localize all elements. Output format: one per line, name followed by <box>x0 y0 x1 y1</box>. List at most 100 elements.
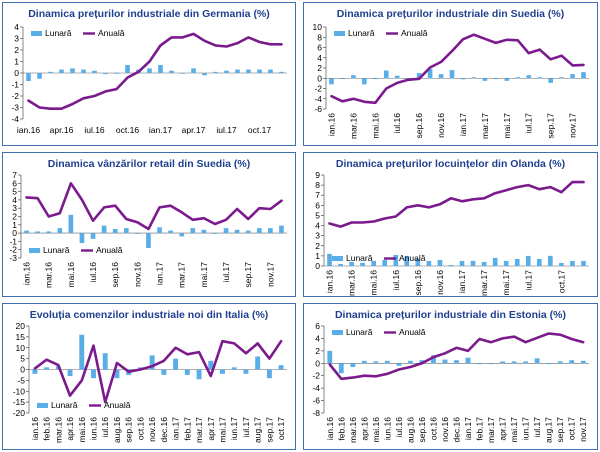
bar-monthly <box>90 233 96 239</box>
x-tick-label: apr.17 <box>206 417 216 441</box>
x-tick-label: nov.16 <box>132 262 142 287</box>
bar-monthly <box>79 233 85 244</box>
x-tick-label: mar.17 <box>486 417 496 443</box>
bar-monthly <box>114 369 120 379</box>
bar-monthly <box>179 233 185 237</box>
x-tick-label: iul.17 <box>523 270 533 291</box>
x-tick-label: iun.16 <box>89 417 99 440</box>
x-tick-label: iun.17 <box>521 417 531 440</box>
bar-monthly <box>224 70 229 73</box>
bar-monthly <box>557 361 563 364</box>
x-tick-label: iun.17 <box>229 417 239 440</box>
legend-swatch-monthly <box>37 403 48 408</box>
bar-monthly <box>350 363 356 368</box>
bar-monthly <box>523 361 529 364</box>
x-tick-label: feb.16 <box>42 417 52 441</box>
x-tick-label: mar.17 <box>479 270 489 296</box>
line-annual <box>33 339 283 404</box>
chart-svg-olanda-locuinte: Dinamica prețurilor locuințelor din Olan… <box>315 158 589 296</box>
y-tick-label: -20 <box>13 408 26 418</box>
x-tick-label: nov.16 <box>440 417 450 442</box>
bar-monthly <box>349 261 354 266</box>
bar-monthly <box>394 75 400 79</box>
y-tick-label: 3 <box>315 231 320 241</box>
bar-monthly <box>112 228 118 234</box>
bar-monthly <box>580 360 586 364</box>
y-tick-label: 2 <box>315 346 320 356</box>
bar-monthly <box>157 227 162 234</box>
bar-monthly <box>44 367 50 370</box>
y-tick-label: 0 <box>20 365 25 375</box>
x-tick-label: iul.17 <box>221 262 231 283</box>
x-tick-label: iul.17 <box>241 417 251 438</box>
bar-monthly <box>340 78 345 80</box>
x-tick-label: aug.16 <box>112 417 122 443</box>
x-tick-label: mar.16 <box>44 262 54 288</box>
y-tick-label: 10 <box>313 22 323 32</box>
chart-svg-suedia-retail: Dinamica vânzărilor retail din Suedia (%… <box>9 158 287 288</box>
bar-monthly <box>465 357 471 364</box>
x-tick-label: nov.17 <box>265 262 275 287</box>
bar-monthly <box>24 230 29 234</box>
bar-monthly <box>68 214 74 234</box>
legend-label-monthly: Lunară <box>346 327 373 337</box>
chart-panel-suedia-industriale: Dinamica prețurilor industriale din Sued… <box>303 2 598 146</box>
y-tick-label: -2 <box>11 91 19 101</box>
x-tick-label: ian.16 <box>326 113 336 136</box>
y-tick-label: 9 <box>315 170 320 180</box>
x-tick-label: ian.17 <box>171 417 181 440</box>
x-tick-label: ian.17 <box>149 125 172 135</box>
x-tick-label: sep.16 <box>413 270 423 296</box>
bar-monthly <box>201 229 207 234</box>
bar-monthly <box>415 258 421 266</box>
x-tick-label: apr.16 <box>359 417 369 441</box>
x-tick-label: feb.17 <box>475 417 485 441</box>
bar-monthly <box>546 363 552 365</box>
x-tick-label: sep.16 <box>110 262 120 288</box>
x-tick-label: nov.16 <box>436 113 446 138</box>
bar-monthly <box>91 369 96 379</box>
bar-monthly <box>470 260 476 266</box>
bar-monthly <box>278 365 284 370</box>
bar-monthly <box>416 73 422 79</box>
bar-monthly <box>235 69 240 73</box>
x-tick-label: iul.16 <box>84 125 105 135</box>
x-tick-label: oct.17 <box>556 270 566 293</box>
bar-monthly <box>384 360 390 364</box>
y-tick-label: -10 <box>13 386 26 396</box>
y-tick-label: 6 <box>315 200 320 210</box>
bar-monthly <box>158 64 163 73</box>
x-tick-label: ian.17 <box>463 417 473 440</box>
bar-monthly <box>234 229 240 234</box>
x-tick-label: dec.16 <box>159 417 169 443</box>
y-tick-label: -3 <box>11 103 19 113</box>
x-tick-label: ian.17 <box>155 262 165 285</box>
bar-monthly <box>48 71 53 73</box>
bar-monthly <box>492 257 498 266</box>
bar-monthly <box>79 334 85 370</box>
bar-monthly <box>525 255 531 266</box>
y-tick-label: 4 <box>317 53 322 63</box>
bar-monthly <box>268 69 273 73</box>
bar-monthly <box>481 261 487 266</box>
y-tick-label: -3 <box>9 253 17 263</box>
y-tick-label: -5 <box>17 375 25 385</box>
x-tick-label: ian.17 <box>458 113 468 136</box>
x-tick-label: ian.16 <box>30 417 40 440</box>
bar-monthly <box>536 258 542 266</box>
legend-label-monthly: Lunară <box>51 400 78 410</box>
y-tick-label: 2 <box>315 241 320 251</box>
bar-monthly <box>257 69 262 73</box>
y-tick-label: 4 <box>14 22 19 32</box>
y-tick-label: 3 <box>12 203 17 213</box>
y-tick-label: 4 <box>315 221 320 231</box>
y-tick-label: -1 <box>11 80 19 90</box>
bar-monthly <box>569 360 575 364</box>
x-tick-label: iul.16 <box>391 270 401 291</box>
bar-monthly <box>393 254 399 266</box>
legend-swatch-monthly <box>31 31 42 36</box>
chart-svg-germania: Dinamica prețurilor industriale din Germ… <box>11 8 287 135</box>
y-tick-label: -4 <box>11 114 19 124</box>
bar-monthly <box>67 369 73 377</box>
x-tick-label: iul.16 <box>394 417 404 438</box>
